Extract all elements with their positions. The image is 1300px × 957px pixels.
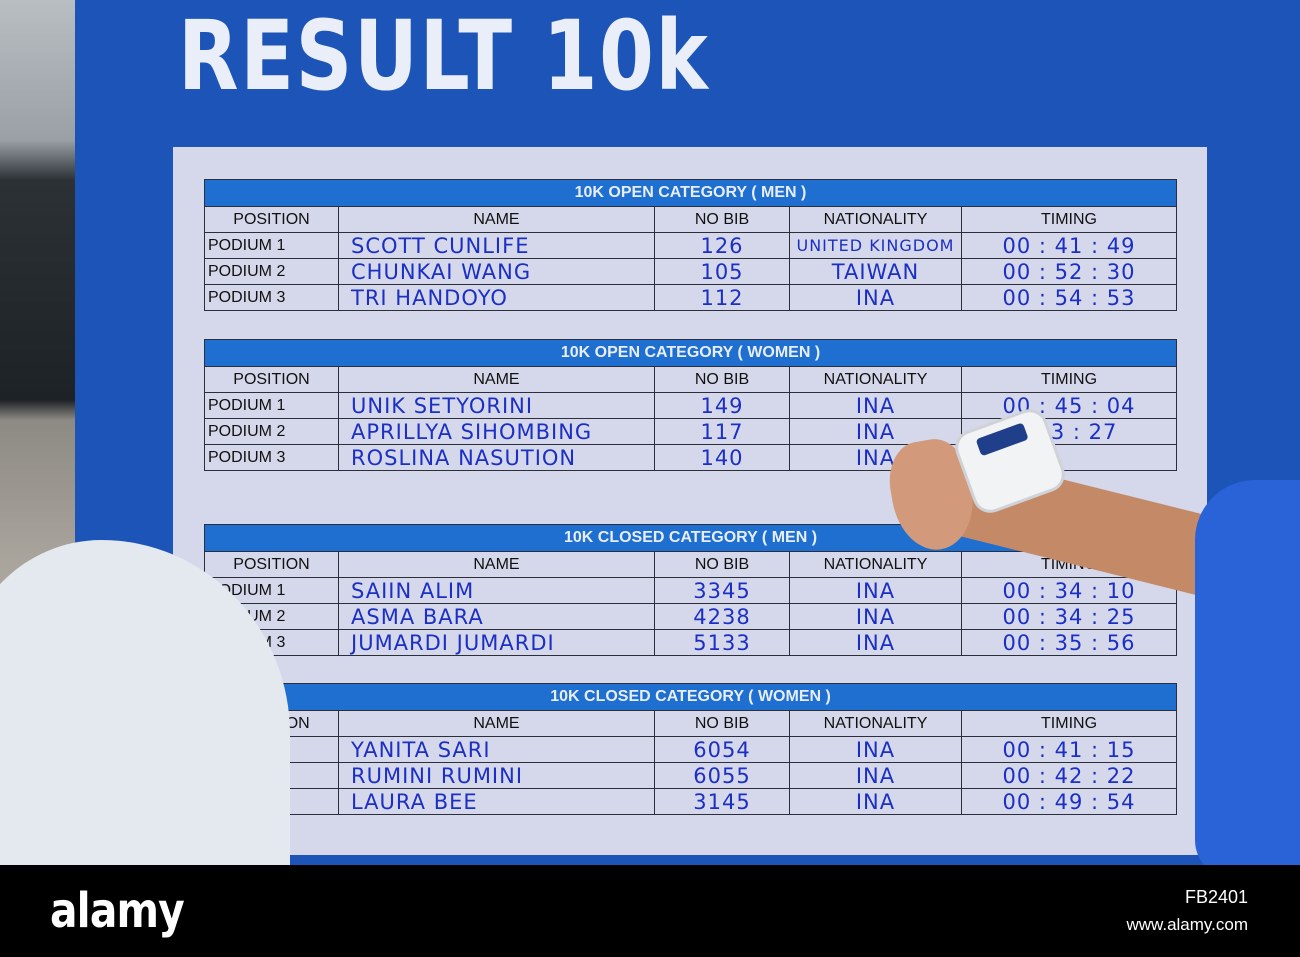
column-header: NAME bbox=[338, 206, 655, 233]
table-row: PODIUM 1 YANITA SARI 6054 INA 00 : 41 : … bbox=[204, 736, 1178, 763]
name-cell: ASMA BARA bbox=[338, 603, 655, 630]
timing-cell: 00 : 42 : 22 bbox=[960, 762, 1178, 789]
table-row: PODIUM 3 JUMARDI JUMARDI 5133 INA 00 : 3… bbox=[204, 629, 1177, 656]
name-cell: TRI HANDOYO bbox=[338, 284, 655, 311]
bib-cell: 4238 bbox=[654, 603, 790, 630]
column-header: NATIONALITY bbox=[789, 206, 962, 233]
column-header: NO BIB bbox=[654, 710, 790, 737]
bib-cell: 6054 bbox=[654, 736, 790, 763]
name-cell: SAIIN ALIM bbox=[338, 577, 655, 604]
column-header: NATIONALITY bbox=[789, 551, 962, 578]
position-cell: PODIUM 2 bbox=[204, 258, 339, 285]
timing-cell: 00 : 54 : 53 bbox=[961, 284, 1177, 311]
timing-cell: 00 : 41 : 15 bbox=[960, 736, 1178, 763]
position-cell: PODIUM 2 bbox=[204, 418, 339, 445]
column-header: NATIONALITY bbox=[789, 710, 962, 737]
column-header: NAME bbox=[338, 366, 655, 393]
name-cell: YANITA SARI bbox=[338, 736, 655, 763]
bib-cell: 5133 bbox=[654, 629, 790, 656]
results-table: 10K OPEN CATEGORY ( MEN ) POSITION NAME NO … bbox=[204, 179, 1177, 311]
name-cell: APRILLYA SIHOMBING bbox=[338, 418, 655, 445]
bib-cell: 117 bbox=[654, 418, 790, 445]
nationality-cell: INA bbox=[789, 392, 962, 419]
nationality-cell: INA bbox=[789, 788, 962, 815]
column-header: POSITION bbox=[204, 206, 339, 233]
nationality-cell: INA bbox=[789, 629, 962, 656]
timing-cell: 00 : 35 : 56 bbox=[961, 629, 1177, 656]
column-header: NO BIB bbox=[654, 206, 790, 233]
table-row: PODIUM 2 APRILLYA SIHOMBING 117 INA : 53… bbox=[204, 418, 1178, 445]
column-header: POSITION bbox=[204, 366, 339, 393]
watch-face bbox=[975, 422, 1029, 457]
category-title: 10K CLOSED CATEGORY ( WOMEN ) bbox=[203, 683, 1178, 711]
category-title: 10K OPEN CATEGORY ( WOMEN ) bbox=[203, 339, 1178, 367]
nationality-cell: INA bbox=[789, 577, 962, 604]
table-row: PODIUM 2 ASMA BARA 4238 INA 00 : 34 : 25 bbox=[204, 603, 1177, 630]
bib-cell: 140 bbox=[654, 444, 790, 471]
column-header: TIMING bbox=[960, 710, 1178, 737]
position-cell: PODIUM 1 bbox=[204, 392, 339, 419]
image-id: FB2401 bbox=[1184, 887, 1248, 907]
name-cell: SCOTT CUNLIFE bbox=[338, 232, 655, 259]
timing-cell: 00 : 41 : 49 bbox=[961, 232, 1177, 259]
nationality-cell: INA bbox=[789, 736, 962, 763]
bib-cell: 112 bbox=[654, 284, 790, 311]
name-cell: JUMARDI JUMARDI bbox=[338, 629, 655, 656]
nationality-cell: UNITED KINGDOM bbox=[789, 232, 962, 259]
category-title: 10K OPEN CATEGORY ( MEN ) bbox=[204, 179, 1177, 207]
table-row: PODIUM 3 TRI HANDOYO 112 INA 00 : 54 : 5… bbox=[204, 284, 1177, 311]
position-cell: PODIUM 3 bbox=[204, 284, 339, 311]
timing-cell: 00 : 34 : 25 bbox=[961, 603, 1177, 630]
position-cell: PODIUM 1 bbox=[204, 232, 339, 259]
table-row: PODIUM 1 SCOTT CUNLIFE 126 UNITED KINGDO… bbox=[204, 232, 1177, 259]
site-url: www.alamy.com bbox=[1126, 915, 1248, 934]
bib-cell: 126 bbox=[654, 232, 790, 259]
table-row: PODIUM 3 LAURA BEE 3145 INA 00 : 49 : 54 bbox=[204, 788, 1178, 815]
alamy-logo: alamy bbox=[50, 883, 185, 939]
bib-cell: 105 bbox=[654, 258, 790, 285]
timing-cell: 00 : 45 : 04 bbox=[960, 392, 1178, 419]
name-cell: UNIK SETYORINI bbox=[338, 392, 655, 419]
column-header: POSITION bbox=[204, 551, 339, 578]
column-header: TIMING bbox=[961, 206, 1177, 233]
nationality-cell: INA bbox=[789, 603, 962, 630]
nationality-cell: INA bbox=[789, 284, 962, 311]
timing-cell: 00 : 49 : 54 bbox=[960, 788, 1178, 815]
nationality-cell: INA bbox=[789, 762, 962, 789]
table-row: PODIUM 2 CHUNKAI WANG 105 TAIWAN 00 : 52… bbox=[204, 258, 1177, 285]
name-cell: RUMINI RUMINI bbox=[338, 762, 655, 789]
column-header: TIMING bbox=[960, 366, 1178, 393]
position-cell: PODIUM 3 bbox=[204, 444, 339, 471]
results-table: 10K CLOSED CATEGORY ( WOMEN )POSITIONNAM… bbox=[203, 683, 1178, 815]
bib-cell: 3145 bbox=[654, 788, 790, 815]
timing-cell: 00 : 52 : 30 bbox=[961, 258, 1177, 285]
column-header: NATIONALITY bbox=[789, 366, 962, 393]
column-header: NAME bbox=[338, 710, 655, 737]
bib-cell: 3345 bbox=[654, 577, 790, 604]
bib-cell: 6055 bbox=[654, 762, 790, 789]
column-header: NO BIB bbox=[654, 551, 790, 578]
bib-cell: 149 bbox=[654, 392, 790, 419]
column-header: NO BIB bbox=[654, 366, 790, 393]
table-row: PODIUM 1 SAIIN ALIM 3345 INA 00 : 34 : 1… bbox=[204, 577, 1177, 604]
name-cell: LAURA BEE bbox=[338, 788, 655, 815]
results-table: 10K CLOSED CATEGORY ( MEN ) POSITION NAME N… bbox=[204, 524, 1177, 656]
name-cell: CHUNKAI WANG bbox=[338, 258, 655, 285]
column-header: NAME bbox=[338, 551, 655, 578]
footer-bar: alamy FB2401 www.alamy.com bbox=[0, 865, 1300, 957]
table-row: PODIUM 2 RUMINI RUMINI 6055 INA 00 : 42 … bbox=[204, 762, 1178, 789]
board-title: RESULT 10k bbox=[178, 0, 710, 112]
name-cell: ROSLINA NASUTION bbox=[338, 444, 655, 471]
blue-sleeve bbox=[1195, 480, 1300, 880]
nationality-cell: TAIWAN bbox=[789, 258, 962, 285]
